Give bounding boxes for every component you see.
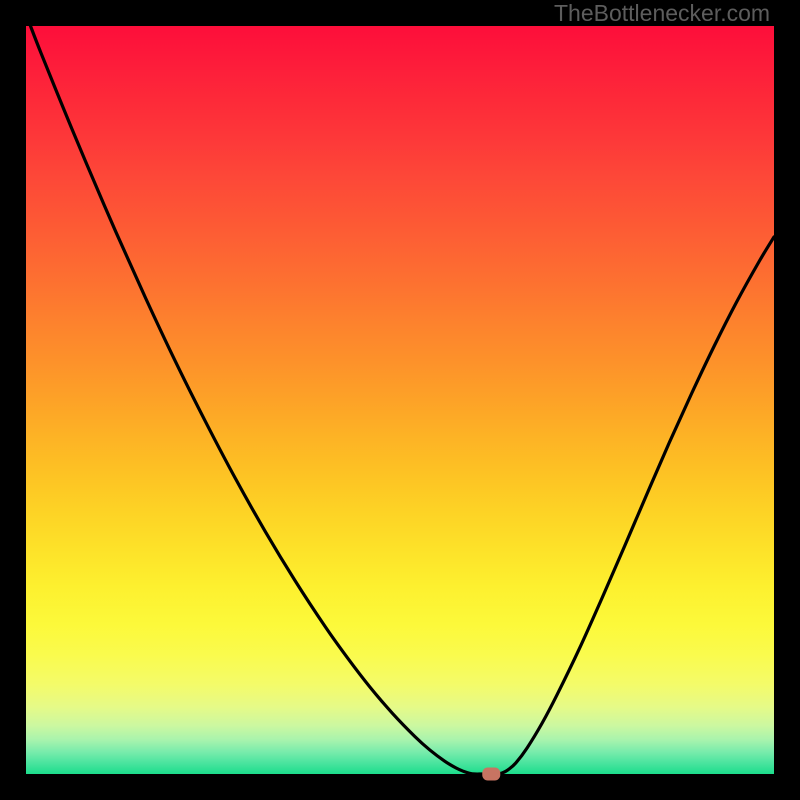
watermark-text: TheBottlenecker.com xyxy=(554,0,770,27)
plot-background xyxy=(26,26,774,774)
minimum-marker xyxy=(482,768,500,781)
bottleneck-chart xyxy=(0,0,800,800)
chart-stage: TheBottlenecker.com xyxy=(0,0,800,800)
